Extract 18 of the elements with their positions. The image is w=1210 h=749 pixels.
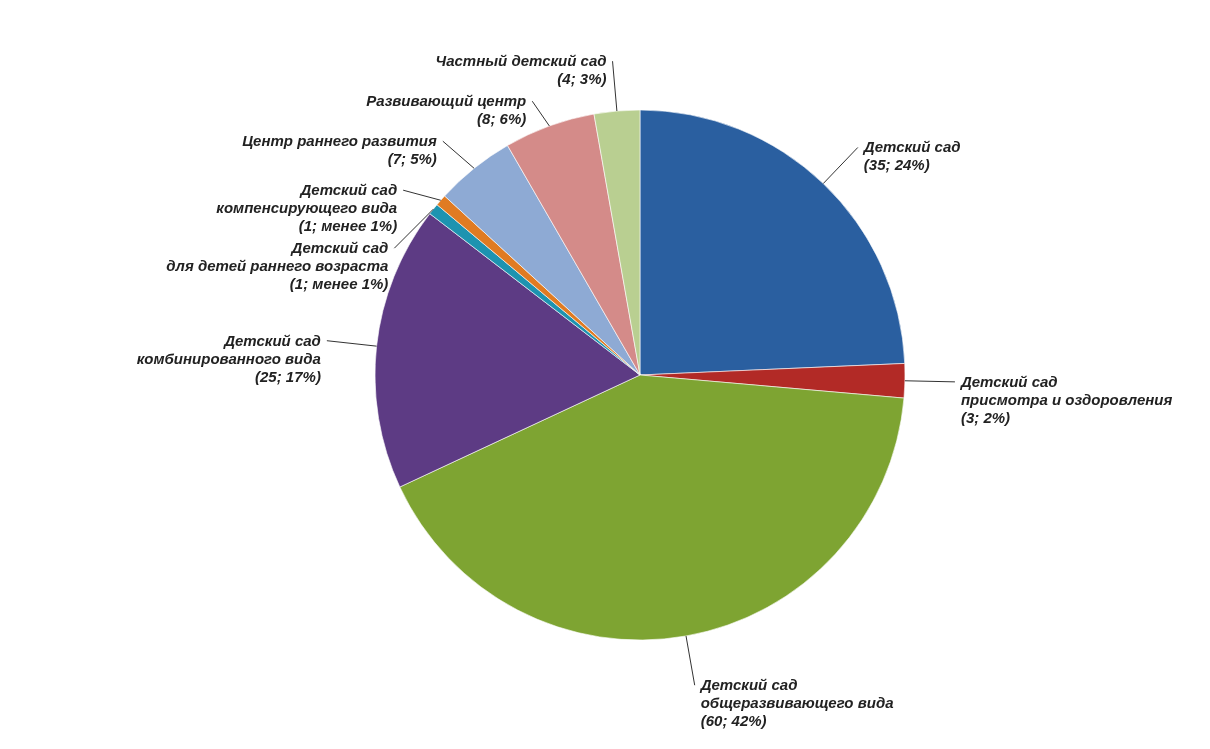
slice-label: Детский сад bbox=[861, 138, 961, 156]
slice-label: Частный детский сад bbox=[435, 52, 607, 70]
data-label: (35; 24%) bbox=[863, 156, 930, 174]
data-label: (8; 6%) bbox=[477, 110, 527, 128]
slice-label: Развивающий центр bbox=[366, 92, 527, 110]
slice-label: Детский сад комбинированного вида bbox=[136, 331, 321, 367]
data-label: (25; 17%) bbox=[255, 367, 321, 385]
data-label: (3; 2%) bbox=[960, 408, 1011, 426]
slice-label: Детский сад компенсирующего вида bbox=[216, 181, 398, 217]
data-label: (1; менее 1%) bbox=[289, 275, 389, 293]
slice-label: Центр раннего развития bbox=[242, 132, 437, 150]
data-label: (1; менее 1%) bbox=[298, 217, 398, 235]
data-label: (7; 5%) bbox=[387, 150, 437, 168]
slice-label: Детский сад присмотра и оздоровления bbox=[958, 372, 1173, 408]
slice-label: Детский сад общеразвивающего вида bbox=[698, 676, 894, 712]
data-label: (60; 42%) bbox=[700, 712, 767, 730]
data-label: (4; 3%) bbox=[557, 70, 607, 88]
slice-label: Детский сад для детей раннего возраста bbox=[166, 239, 389, 275]
